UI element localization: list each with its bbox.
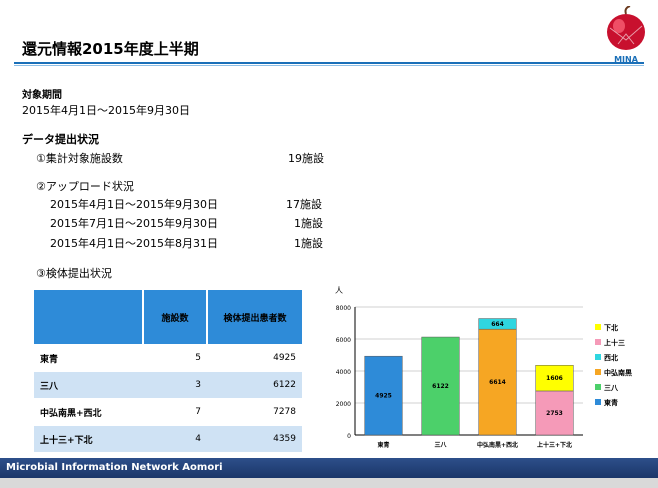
legend-swatch [595, 324, 601, 330]
footer-text: Microbial Information Network Aomori [6, 462, 223, 473]
legend-swatch [595, 384, 601, 390]
footer-shadow [0, 478, 658, 488]
table-cell-facilities: 7 [143, 398, 207, 426]
upload-range-1: 2015年4月1日～2015年9月30日 [50, 198, 218, 211]
period-heading: 対象期間 [22, 90, 62, 101]
legend-swatch [595, 339, 601, 345]
period-value: 2015年4月1日～2015年9月30日 [22, 104, 190, 117]
table-cell-patients: 7278 [207, 398, 302, 426]
y-tick-label: 6000 [336, 337, 351, 344]
title-divider [14, 62, 644, 64]
legend-swatch [595, 354, 601, 360]
x-tick-label: 中弘南黒+西北 [477, 441, 518, 449]
mina-logo: MINA [600, 5, 652, 64]
specimen-stacked-bar-chart: 人 0 2000 4000 6000 8000 4925 東青 6122 三八 6614 664 中弘南… [335, 286, 632, 449]
submission-heading: データ提出状況 [22, 133, 99, 146]
bar-data-label: 2753 [546, 410, 563, 417]
bar-segment [364, 355, 403, 436]
bar-segment [535, 390, 574, 436]
table-cell-name: 上十三+下北 [34, 425, 143, 453]
title-divider-light [14, 65, 644, 66]
x-tick-label: 三八 [434, 442, 447, 449]
y-tick-label: 8000 [336, 305, 351, 312]
facility-count-label: ①集計対象施設数 [36, 152, 123, 165]
table-cell-name: 三八 [34, 371, 143, 399]
upload-status-label: ②アップロード状況 [36, 180, 134, 193]
legend-swatch [595, 399, 601, 405]
specimen-table: 施設数 検体提出患者数 東青 5 4925 三八 3 6122 中弘南黒+西北 … [34, 290, 302, 453]
legend-label: 下北 [604, 323, 618, 332]
table-header-row: 施設数 検体提出患者数 [34, 290, 302, 345]
table-row: 中弘南黒+西北 7 7278 [34, 398, 302, 426]
logo-text: MINA [614, 55, 639, 64]
y-tick-label: 4000 [336, 369, 351, 376]
upload-count-3: 1施設 [294, 237, 323, 250]
table-cell-name: 東青 [34, 344, 143, 372]
table-row: 三八 3 6122 [34, 371, 302, 399]
upload-count-1: 17施設 [286, 198, 322, 211]
table-cell-facilities: 4 [143, 425, 207, 453]
bar-data-label: 664 [491, 321, 504, 328]
y-tick-label: 0 [347, 433, 351, 440]
table-header-cell [34, 290, 144, 345]
bar-segment [478, 328, 517, 436]
bar-data-label: 4925 [375, 393, 392, 400]
legend-swatch [595, 369, 601, 375]
y-axis-unit-label: 人 [335, 286, 343, 295]
upload-range-3: 2015年4月1日～2015年8月31日 [50, 237, 218, 250]
bar-data-label: 6122 [432, 383, 449, 390]
bar-segment [535, 365, 574, 392]
table-cell-patients: 4359 [207, 425, 302, 453]
upload-count-2: 1施設 [294, 217, 323, 230]
table-header-cell: 施設数 [143, 290, 208, 345]
footer-bar: Microbial Information Network Aomori [0, 458, 658, 478]
table-row: 東青 5 4925 [34, 344, 302, 372]
legend-label: 西北 [604, 353, 618, 362]
upload-range-2: 2015年7月1日～2015年9月30日 [50, 217, 218, 230]
table-row: 上十三+下北 4 4359 [34, 425, 302, 453]
table-cell-patients: 6122 [207, 371, 302, 399]
table-header-cell: 検体提出患者数 [207, 290, 302, 345]
bar-segment [421, 336, 460, 436]
bar-data-label: 6614 [489, 379, 506, 386]
facility-count-value: 19施設 [288, 152, 324, 165]
specimen-status-label: ③検体提出状況 [36, 267, 112, 280]
table-cell-name: 中弘南黒+西北 [34, 398, 143, 426]
table-cell-facilities: 3 [143, 371, 207, 399]
legend-label: 中弘南黒 [604, 368, 632, 377]
legend-label: 東青 [604, 398, 618, 407]
page-title: 還元情報2015年度上半期 [22, 40, 199, 58]
x-tick-label: 東青 [377, 441, 389, 449]
bar-data-label: 1606 [546, 375, 563, 382]
table-cell-patients: 4925 [207, 344, 302, 372]
legend-label: 上十三 [604, 338, 625, 347]
table-cell-facilities: 5 [143, 344, 207, 372]
bar-segment [478, 318, 517, 330]
legend-label: 三八 [604, 384, 619, 392]
x-tick-label: 上十三+下北 [537, 441, 572, 449]
y-tick-label: 2000 [336, 401, 351, 408]
